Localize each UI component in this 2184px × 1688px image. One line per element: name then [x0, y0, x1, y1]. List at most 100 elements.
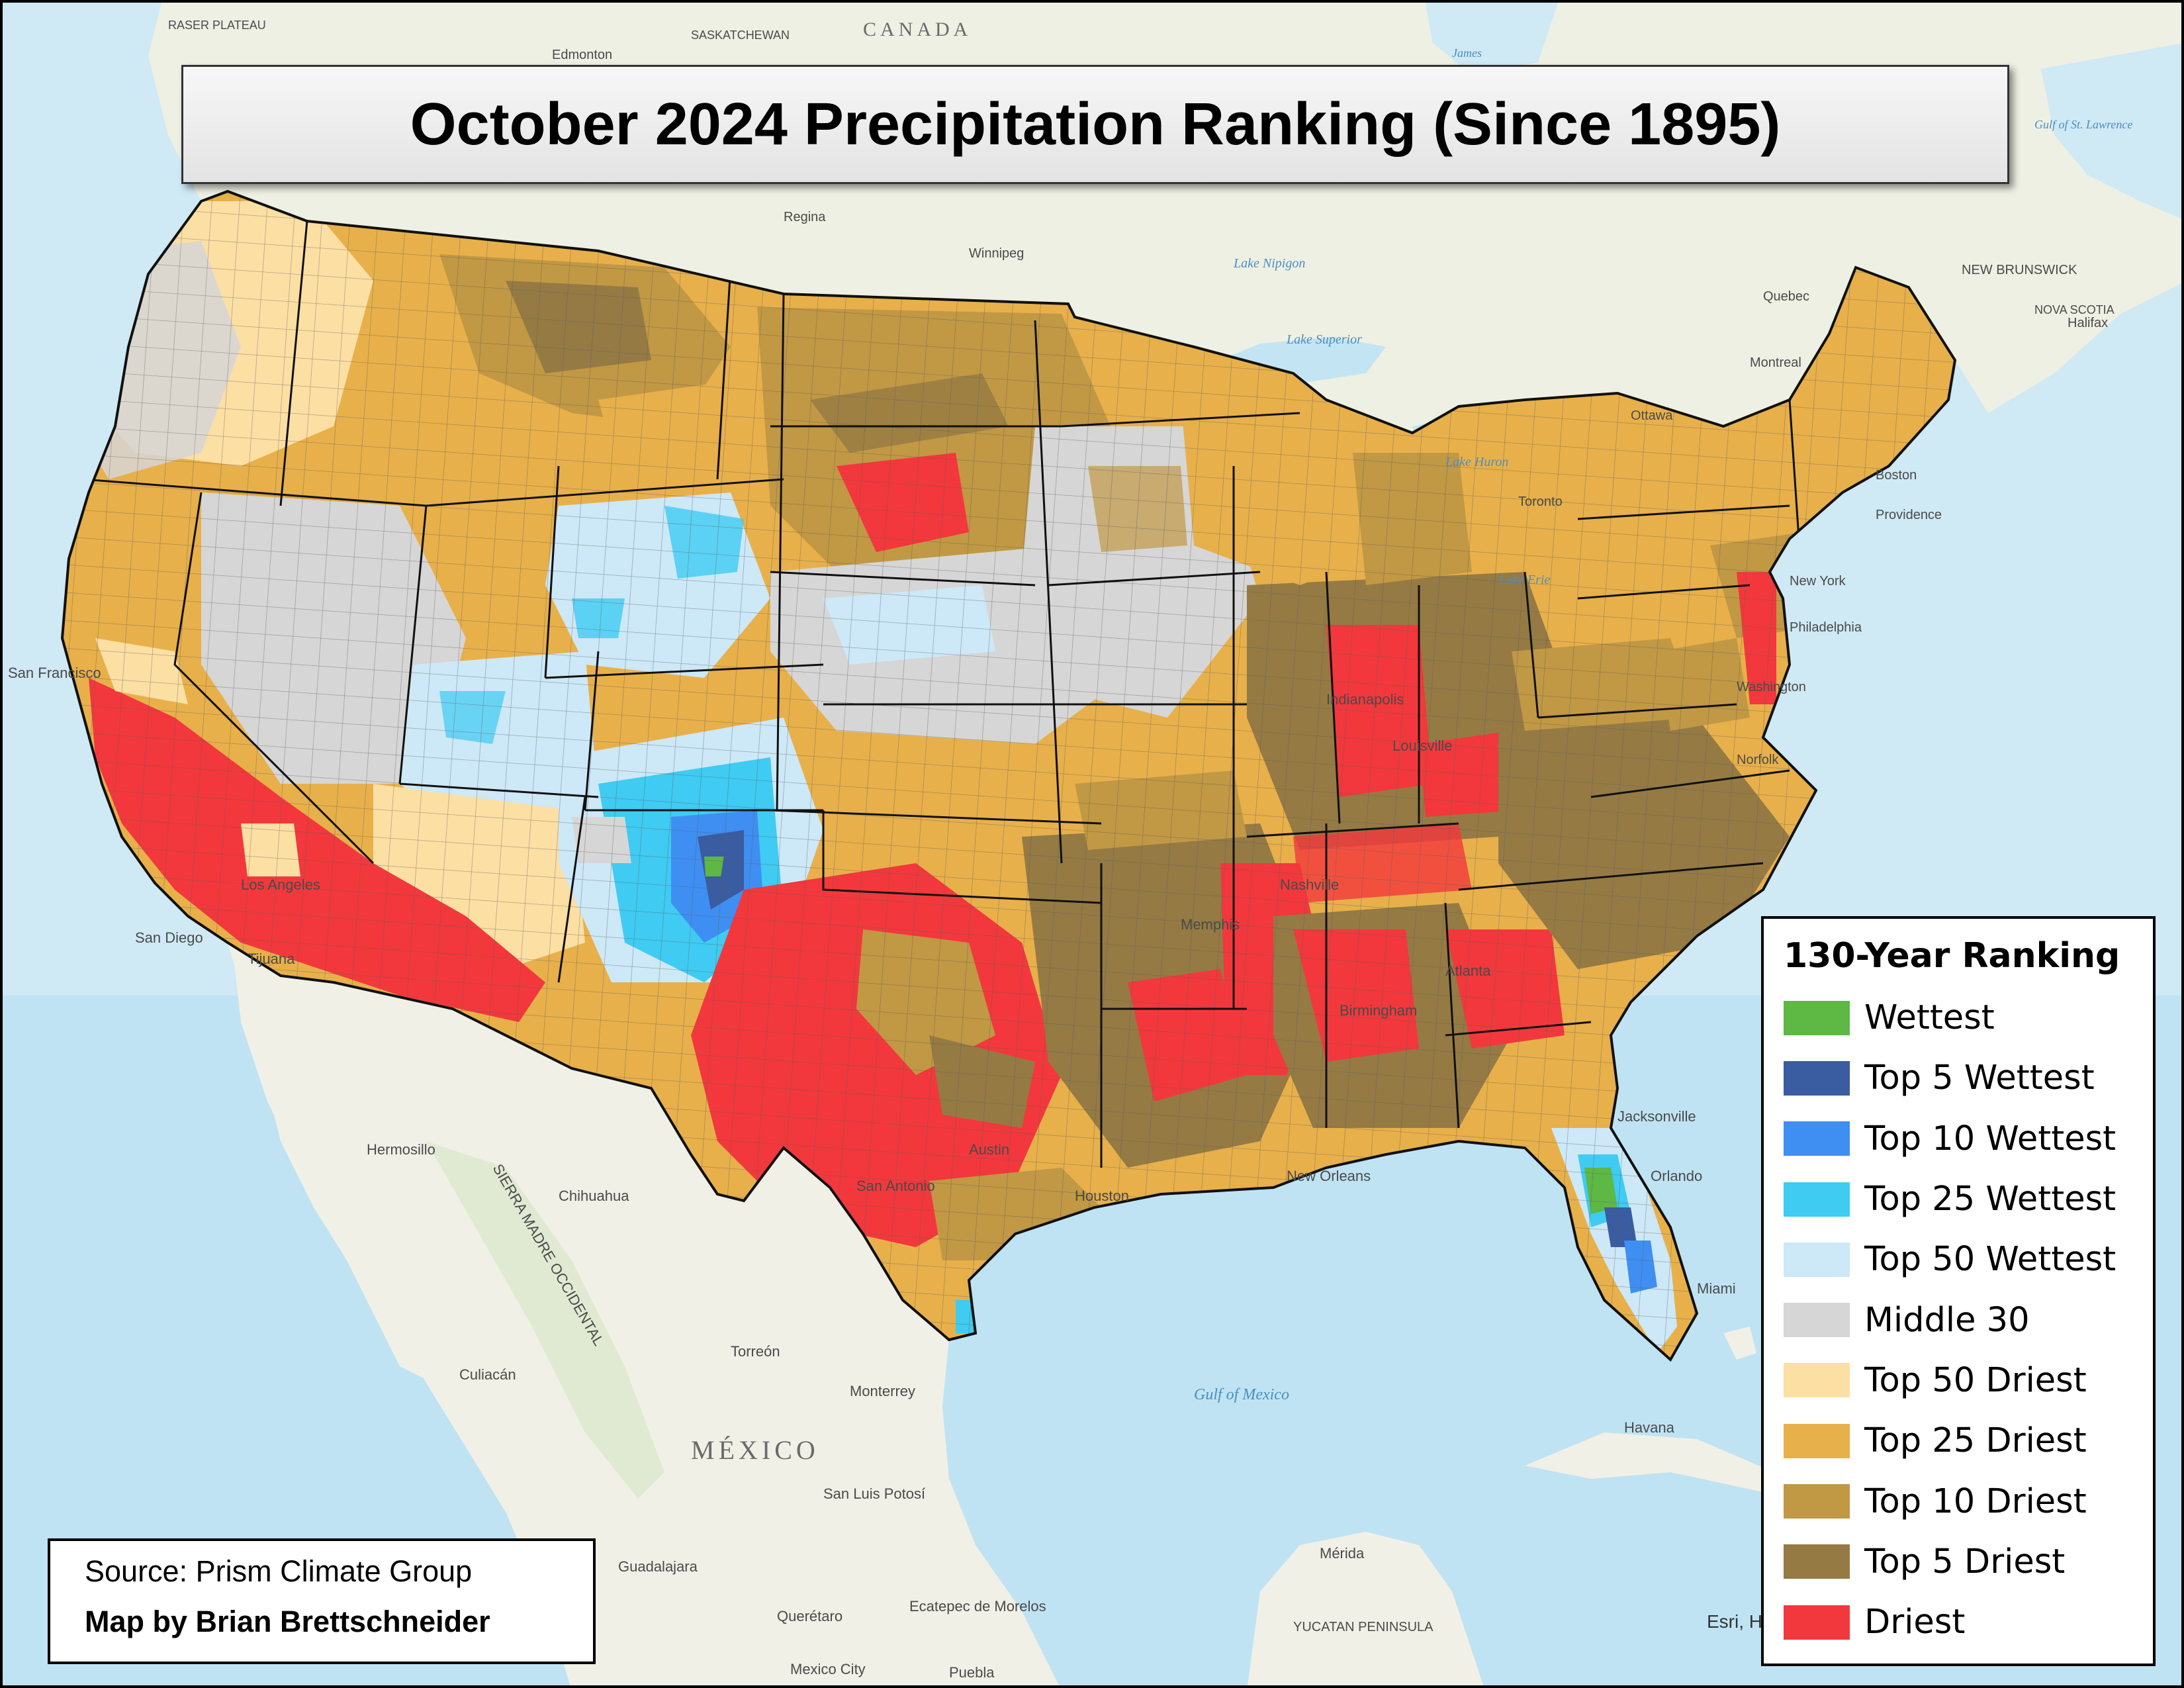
legend-item: Top 5 Driest: [1784, 1532, 2153, 1592]
legend-label: Top 50 Wettest: [1864, 1240, 2116, 1280]
label-tijuana: Tijuana: [248, 951, 295, 967]
legend-item: Top 5 Wettest: [1784, 1048, 2153, 1108]
legend-item: Top 25 Driest: [1784, 1411, 2153, 1471]
label-lake-huron: Lake Huron: [1445, 455, 1508, 469]
legend-label: Top 10 Wettest: [1864, 1119, 2116, 1158]
label-hermosillo: Hermosillo: [367, 1141, 435, 1158]
legend-swatch: [1784, 1121, 1850, 1156]
label-canada: CANADA: [863, 19, 972, 40]
label-lake-erie: Lake Erie: [1498, 573, 1550, 587]
label-edmonton: Edmonton: [552, 48, 612, 62]
author-text: Map by Brian Brettschneider: [85, 1605, 490, 1638]
label-ecatepec: Ecatepec de Morelos: [909, 1598, 1046, 1615]
label-winnipeg: Winnipeg: [969, 246, 1024, 261]
legend-item: Top 10 Driest: [1784, 1471, 2153, 1531]
label-san-luis-potosi: San Luis Potosí: [823, 1485, 925, 1502]
gulf-st-lawrence: [2041, 43, 2181, 219]
label-chihuahua: Chihuahua: [559, 1188, 629, 1204]
label-louisville: Louisville: [1392, 737, 1453, 754]
credits-box: Source: Prism Climate Group Map by Brian…: [48, 1538, 596, 1664]
label-lake-superior: Lake Superior: [1286, 332, 1362, 347]
label-norfolk: Norfolk: [1737, 753, 1779, 767]
label-james-bay: James: [1452, 46, 1482, 60]
label-yucatan: YUCATAN PENINSULA: [1293, 1620, 1433, 1634]
label-providence: Providence: [1876, 508, 1942, 522]
legend-swatch: [1784, 1242, 1850, 1277]
legend-label: Driest: [1864, 1603, 1966, 1642]
label-washington: Washington: [1737, 680, 1806, 694]
label-ottawa: Ottawa: [1631, 408, 1673, 423]
label-montreal: Montreal: [1750, 355, 1801, 370]
map-labels: CANADA SASKATCHEWAN RASER PLATEAU Edmont…: [8, 19, 2132, 1681]
mexico-land: [228, 943, 1059, 1685]
label-orlando: Orlando: [1651, 1168, 1702, 1184]
label-san-francisco: San Francisco: [8, 665, 101, 681]
legend-title: 130-Year Ranking: [1784, 936, 2120, 976]
label-new-york: New York: [1790, 574, 1846, 588]
label-nova-scotia: NOVA SCOTIA: [2034, 303, 2115, 316]
bahamas: [1723, 1327, 1756, 1360]
legend-swatch: [1784, 1303, 1850, 1338]
sierra-madre: [426, 1141, 664, 1499]
label-mexico-city: Mexico City: [790, 1661, 866, 1677]
source-text: Source: Prism Climate Group: [85, 1554, 473, 1588]
label-boston: Boston: [1876, 468, 1917, 483]
legend-swatch: [1784, 1060, 1850, 1096]
cuba: [1525, 1432, 1790, 1492]
label-nashville: Nashville: [1280, 876, 1339, 893]
legend: 130-Year Ranking Wettest Top 5 Wettest Top…: [1761, 916, 2156, 1666]
label-philadelphia: Philadelphia: [1790, 620, 1862, 635]
legend-label: Wettest: [1864, 998, 1995, 1038]
attribution-text: Esri, H: [1707, 1611, 1762, 1632]
label-toronto: Toronto: [1518, 494, 1563, 509]
legend-item: Top 25 Wettest: [1784, 1169, 2153, 1229]
label-houston: Houston: [1075, 1188, 1129, 1204]
legend-label: Top 50 Driest: [1864, 1360, 2087, 1400]
legend-swatch: [1784, 1000, 1850, 1035]
legend-swatch: [1784, 1605, 1850, 1640]
legend-item: Top 50 Driest: [1784, 1350, 2153, 1411]
legend-label: Top 10 Driest: [1864, 1481, 2087, 1521]
label-monterrey: Monterrey: [850, 1383, 915, 1399]
legend-swatch: [1784, 1544, 1850, 1579]
legend-items: Wettest Top 5 Wettest Top 10 Wettest Top 25…: [1784, 988, 2153, 1652]
legend-label: Top 25 Driest: [1864, 1421, 2087, 1461]
label-new-orleans: New Orleans: [1287, 1168, 1371, 1184]
legend-swatch: [1784, 1484, 1850, 1519]
label-fraser-plateau: RASER PLATEAU: [168, 19, 266, 32]
label-mexico: MÉXICO: [691, 1435, 819, 1465]
label-havana: Havana: [1624, 1419, 1675, 1436]
legend-label: Middle 30: [1864, 1300, 2030, 1340]
label-new-brunswick: NEW BRUNSWICK: [1962, 263, 2077, 277]
state-boundaries: [81, 220, 1804, 1168]
title-box: October 2024 Precipitation Ranking (Sinc…: [181, 65, 2009, 184]
label-merida: Mérida: [1320, 1545, 1365, 1562]
label-saskatchewan: SASKATCHEWAN: [691, 28, 790, 42]
label-queretaro: Querétaro: [777, 1608, 842, 1624]
label-memphis: Memphis: [1181, 916, 1240, 933]
label-guadalajara: Guadalajara: [618, 1558, 698, 1575]
label-lake-nipigon: Lake Nipigon: [1233, 256, 1305, 271]
legend-label: Top 5 Wettest: [1864, 1058, 2095, 1098]
label-gulf-st-lawrence: Gulf of St. Lawrence: [2034, 118, 2132, 131]
label-atlanta: Atlanta: [1445, 962, 1491, 979]
label-jacksonville: Jacksonville: [1617, 1108, 1696, 1125]
label-austin: Austin: [969, 1141, 1009, 1158]
label-san-antonio: San Antonio: [856, 1178, 935, 1194]
label-los-angeles: Los Angeles: [241, 876, 320, 893]
label-gulf-of-mexico: Gulf of Mexico: [1194, 1386, 1289, 1403]
legend-item: Driest: [1784, 1592, 2153, 1652]
legend-item: Middle 30: [1784, 1289, 2153, 1350]
label-regina: Regina: [784, 210, 826, 224]
legend-item: Wettest: [1784, 988, 2153, 1048]
legend-item: Top 10 Wettest: [1784, 1109, 2153, 1169]
map-title: October 2024 Precipitation Ranking (Sinc…: [410, 91, 1781, 158]
legend-swatch: [1784, 1363, 1850, 1398]
legend-swatch: [1784, 1423, 1850, 1458]
label-miami: Miami: [1697, 1280, 1736, 1297]
label-halifax: Halifax: [2068, 316, 2108, 330]
yucatan: [1248, 1532, 1484, 1685]
label-puebla: Puebla: [949, 1664, 995, 1681]
label-birmingham: Birmingham: [1340, 1002, 1417, 1019]
